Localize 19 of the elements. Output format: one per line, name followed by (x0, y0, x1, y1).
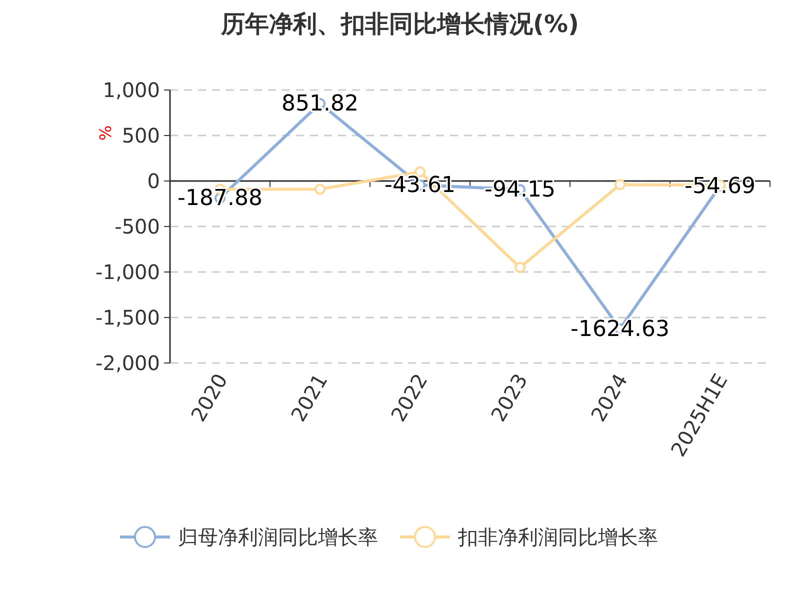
y-tick-label: -500 (114, 214, 160, 238)
point (614, 179, 626, 190)
y-tick-label: 500 (122, 124, 160, 148)
y-tick-label: -1,000 (96, 260, 160, 284)
point (514, 262, 526, 273)
data-label: 851.82 (282, 91, 358, 116)
data-label: -94.15 (484, 178, 556, 203)
y-tick-label: 1,000 (102, 78, 160, 102)
y-tick-label: -1,500 (96, 306, 160, 330)
legend-label: 归母净利润同比增长率 (178, 525, 378, 549)
legend-label: 扣非净利润同比增长率 (457, 525, 658, 549)
y-tick-label: 0 (147, 169, 160, 193)
data-label: -187.88 (178, 186, 262, 212)
y-axis-title: % (96, 125, 115, 141)
data-label: -1624.63 (570, 316, 670, 342)
y-tick-label: -2,000 (96, 351, 160, 375)
point (314, 184, 326, 195)
chart-title: 历年净利、扣非同比增长情况(%) (220, 10, 579, 38)
data-label: -54.69 (684, 174, 756, 199)
